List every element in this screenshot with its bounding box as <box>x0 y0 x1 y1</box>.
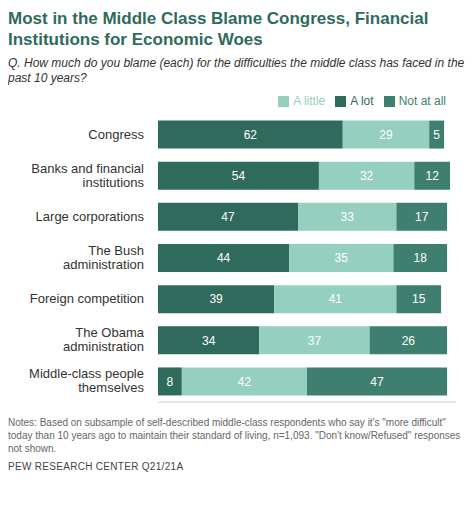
svg-text:32: 32 <box>360 169 374 183</box>
svg-text:41: 41 <box>329 292 343 306</box>
html-text:Notes: Based on subsample of s: Notes: Based on subsample of self-descri… <box>8 417 461 454</box>
svg-text:42: 42 <box>238 375 252 389</box>
svg-text:47: 47 <box>370 375 384 389</box>
svg-text:18: 18 <box>414 251 428 265</box>
svg-text:33: 33 <box>341 210 355 224</box>
html-text:A little: A little <box>293 94 326 108</box>
html-text:Q. How much do you blame (each: Q. How much do you blame (each) for the … <box>8 56 465 85</box>
svg-text:The Obamaadministration: The Obamaadministration <box>63 325 145 354</box>
svg-text:Middle-class peoplethemselves: Middle-class peoplethemselves <box>29 366 144 395</box>
svg-text:12: 12 <box>425 169 439 183</box>
html-text:A lot: A lot <box>350 94 374 108</box>
svg-text:The Bushadministration: The Bushadministration <box>63 243 144 272</box>
svg-text:44: 44 <box>217 251 231 265</box>
svg-text:34: 34 <box>202 334 216 348</box>
svg-text:15: 15 <box>412 292 426 306</box>
svg-text:47: 47 <box>221 210 235 224</box>
svg-text:35: 35 <box>335 251 349 265</box>
svg-text:29: 29 <box>379 128 393 142</box>
svg-text:54: 54 <box>232 169 246 183</box>
svg-text:26: 26 <box>402 334 416 348</box>
html-text:PEW RESEARCH CENTER Q21/21A: PEW RESEARCH CENTER Q21/21A <box>8 461 184 472</box>
svg-text:39: 39 <box>209 292 223 306</box>
svg-text:5: 5 <box>433 128 440 142</box>
svg-text:Large corporations: Large corporations <box>36 209 145 224</box>
svg-text:Foreign competition: Foreign competition <box>30 291 144 306</box>
svg-text:Congress: Congress <box>88 127 144 142</box>
html-text:Most in the Middle Class Blame: Most in the Middle Class Blame Congress,… <box>8 9 429 49</box>
svg-text:Banks and financialinstitution: Banks and financialinstitutions <box>31 161 144 190</box>
svg-text:17: 17 <box>415 210 429 224</box>
svg-text:37: 37 <box>308 334 322 348</box>
svg-text:8: 8 <box>167 375 174 389</box>
svg-text:62: 62 <box>244 128 258 142</box>
html-text:Not at all: Not at all <box>398 94 446 108</box>
